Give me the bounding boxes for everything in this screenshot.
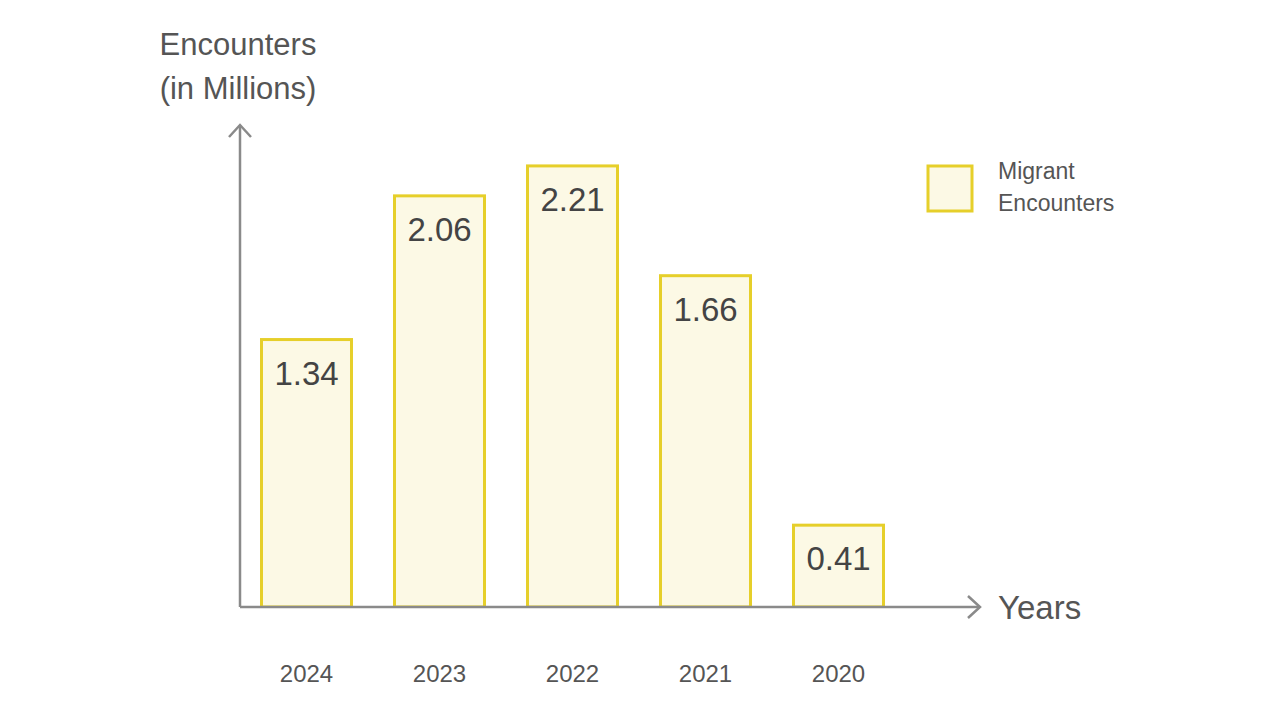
x-tick-label: 2021	[679, 660, 732, 687]
legend-label-line: Migrant	[998, 158, 1075, 184]
chart: 1.34 2.06 2.21 1.66 0.41 2024 2023 2022 2021 2020…	[0, 0, 1280, 720]
y-axis-label-line: (in Millions)	[160, 71, 317, 106]
bar	[395, 196, 485, 607]
x-axis-arrow	[968, 596, 980, 618]
data-label: 1.66	[673, 291, 737, 328]
y-axis	[239, 125, 242, 607]
bars	[262, 166, 884, 607]
x-tick-label: 2022	[546, 660, 599, 687]
x-tick-label: 2024	[280, 660, 333, 687]
y-axis-label: Encounters (in Millions)	[160, 27, 317, 106]
data-label: 0.41	[806, 540, 870, 577]
x-axis-label: Years	[998, 589, 1081, 626]
legend-label: Migrant Encounters	[998, 158, 1114, 216]
bar	[262, 340, 352, 607]
x-axis	[240, 606, 980, 609]
y-axis-label-line: Encounters	[160, 27, 317, 62]
legend-swatch	[928, 166, 972, 211]
y-axis-arrow	[229, 125, 251, 137]
bar	[528, 166, 618, 607]
bar	[794, 525, 884, 607]
data-label: 2.21	[540, 181, 604, 218]
x-tick-label: 2020	[812, 660, 865, 687]
legend-label-line: Encounters	[998, 190, 1114, 216]
data-label: 1.34	[274, 355, 338, 392]
x-tick-label: 2023	[413, 660, 466, 687]
data-label: 2.06	[407, 211, 471, 248]
bar	[661, 276, 751, 607]
